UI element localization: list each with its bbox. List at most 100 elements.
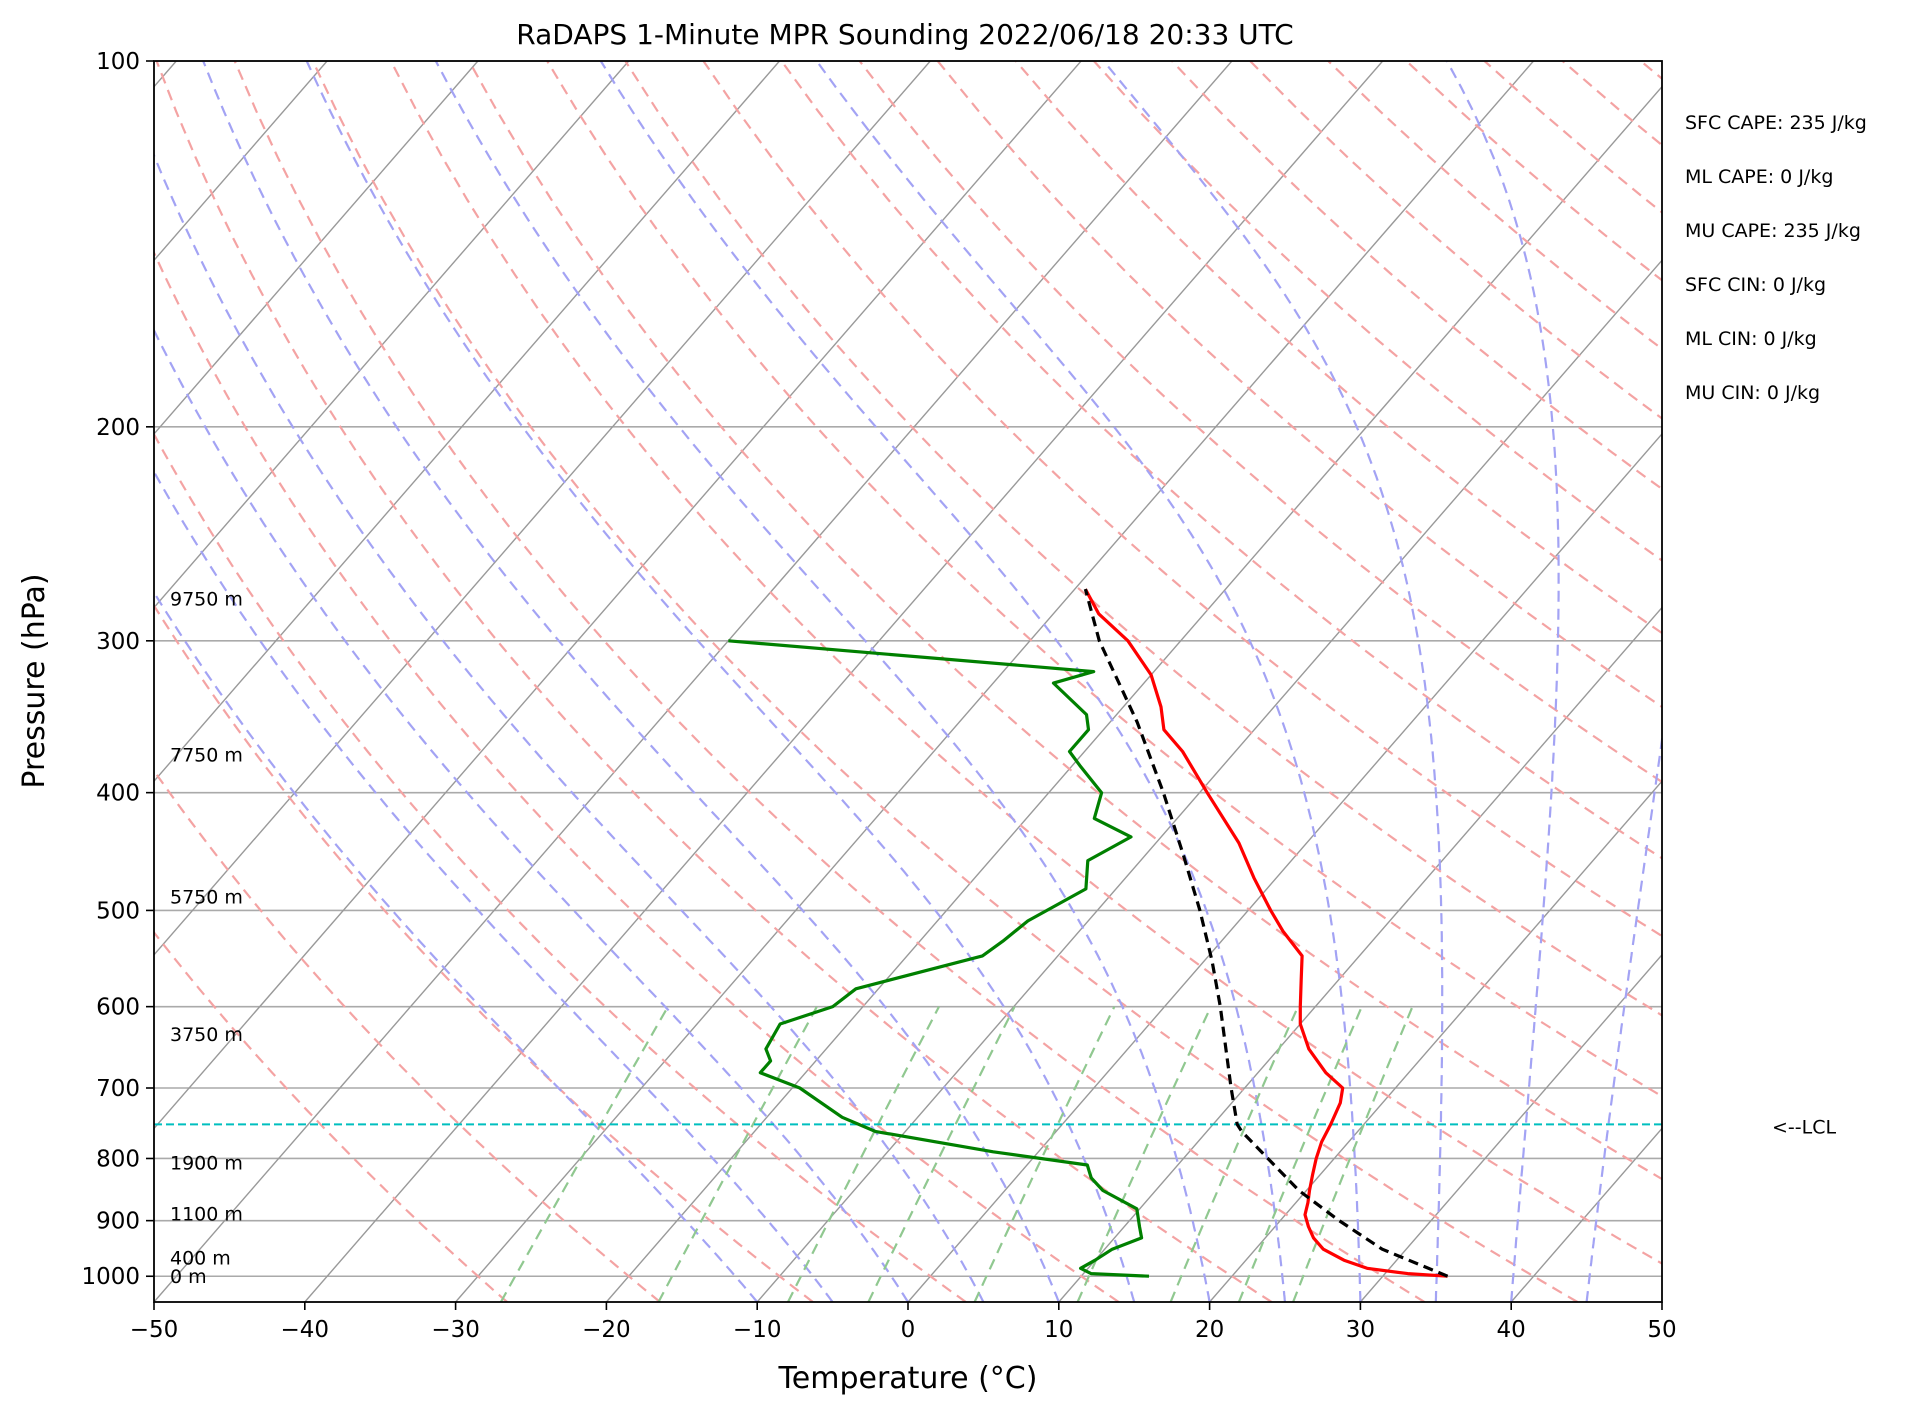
stats-panel: SFC CAPE: 235 J/kg ML CAPE: 0 J/kg MU CAPE… (1685, 112, 1867, 404)
chart-title: RaDAPS 1-Minute MPR Sounding 2022/06/18 … (516, 18, 1293, 51)
sounding-traces (728, 588, 1449, 1278)
x-tick-label: −10 (733, 1317, 782, 1343)
isotherm-line (154, 61, 931, 956)
mixing-ratio-line (1237, 1006, 1363, 1302)
isotherm-line (756, 259, 1662, 1302)
isotherm-line (455, 61, 1535, 1302)
mixing-ratio-line (787, 1006, 940, 1302)
x-tick-label: −30 (431, 1317, 480, 1343)
dry-adiabat-line (1875, 61, 1911, 1302)
dry-adiabat-line (780, 61, 1662, 860)
stat-line: SFC CAPE: 235 J/kg (1685, 112, 1867, 134)
x-tick-label: 30 (1346, 1317, 1375, 1343)
mixing-ratio-line (499, 1006, 669, 1302)
height-label: 5750 m (170, 887, 243, 909)
isotherm-line (1510, 1127, 1662, 1302)
dry-adiabat-line (154, 930, 508, 1302)
stat-line: SFC CIN: 0 J/kg (1685, 274, 1826, 296)
mixing-ratio-line (1292, 1006, 1414, 1302)
isotherm-line (154, 61, 781, 783)
x-tick-label: 0 (901, 1317, 916, 1343)
height-label: 7750 m (170, 744, 243, 766)
dry-adiabat-line (702, 61, 1662, 938)
isotherm-line (1058, 606, 1662, 1302)
moist-adiabat-line (154, 469, 834, 1302)
moist-adiabat-line (154, 152, 985, 1302)
y-tick-label: 400 (96, 781, 140, 807)
x-tick-label: 10 (1044, 1317, 1073, 1343)
temperature-trace (1083, 588, 1448, 1278)
mixing-ratio-line (657, 1006, 818, 1302)
x-axis-ticks: −50 −40 −30 −20 −10 0 10 20 30 40 50 (130, 1302, 1677, 1343)
dry-adiabat-line (468, 61, 1662, 1181)
x-tick-label: 20 (1195, 1317, 1224, 1343)
dry-adiabat-line (154, 768, 661, 1302)
dry-adiabat-line (311, 61, 1579, 1302)
background-grid (154, 61, 1911, 1302)
y-tick-label: 1000 (81, 1264, 140, 1290)
dry-adiabat-line (1561, 61, 1662, 147)
x-tick-label: −50 (130, 1317, 179, 1343)
mixing-ratio-line (1169, 1006, 1300, 1302)
isotherm-line (1209, 780, 1662, 1302)
mixing-ratio-line (1076, 1006, 1212, 1302)
stat-line: MU CAPE: 235 J/kg (1685, 220, 1861, 242)
moist-adiabat-line (1585, 732, 1662, 1302)
isotherm-line (1359, 953, 1662, 1302)
parcel-trace (1083, 588, 1449, 1278)
dry-adiabat-line (155, 61, 1273, 1302)
y-tick-label: 700 (96, 1076, 140, 1102)
y-tick-label: 500 (96, 898, 140, 924)
height-label: 9750 m (170, 589, 243, 611)
mixing-ratio-line (867, 1006, 1016, 1302)
height-label: 400 m (170, 1247, 231, 1269)
height-label: 1100 m (170, 1204, 243, 1226)
x-axis-title: Temperature (°C) (778, 1361, 1038, 1396)
y-tick-label: 900 (96, 1209, 140, 1235)
x-tick-label: −20 (582, 1317, 631, 1343)
moist-adiabat-line (154, 590, 759, 1302)
y-tick-label: 600 (96, 995, 140, 1021)
isotherm-line (304, 61, 1384, 1302)
stat-line: ML CIN: 0 J/kg (1685, 328, 1817, 350)
stat-line: MU CIN: 0 J/kg (1685, 382, 1820, 404)
moist-adiabat-line (202, 61, 1060, 1302)
dry-adiabat-line (1483, 61, 1662, 214)
isotherm-line (154, 61, 630, 609)
x-tick-label: 50 (1647, 1317, 1676, 1343)
dry-adiabat-line (154, 250, 1120, 1302)
y-axis-title: Pressure (hPa) (17, 573, 52, 788)
y-axis-ticks: 100 200 300 400 500 600 700 800 900 1000 (81, 49, 154, 1290)
isotherm-line (154, 61, 479, 435)
isotherm-line (154, 61, 1233, 1302)
dewpoint-trace (728, 639, 1150, 1278)
isotherm-line (154, 61, 1082, 1130)
height-label: 3750 m (170, 1024, 243, 1046)
y-tick-label: 300 (96, 629, 140, 655)
mixing-ratio-line (973, 1006, 1116, 1302)
dry-adiabat-line (233, 61, 1426, 1302)
isotherm-line (907, 432, 1662, 1302)
y-tick-label: 800 (96, 1146, 140, 1172)
stat-line: ML CAPE: 0 J/kg (1685, 166, 1833, 188)
y-tick-label: 200 (96, 415, 140, 441)
plot-frame (153, 60, 1663, 1303)
dry-adiabat-line (389, 61, 1662, 1265)
moist-adiabat-line (815, 61, 1362, 1302)
y-tick-label: 100 (96, 49, 140, 75)
dry-adiabat-line (936, 61, 1662, 709)
dry-adiabat-line (858, 61, 1662, 784)
lcl-label: <--LCL (1772, 1116, 1836, 1138)
moist-adiabat-line (434, 61, 1211, 1302)
dry-adiabat-line (546, 61, 1662, 1098)
height-labels: 9750 m 7750 m 5750 m 3750 m 1900 m 1100 m 400 … (170, 589, 243, 1289)
moist-adiabat-line (305, 61, 1136, 1302)
moist-adiabat-line (154, 327, 909, 1302)
height-label: 1900 m (170, 1152, 243, 1174)
moist-adiabat-line (1102, 61, 1444, 1302)
lcl-line-group: <--LCL (154, 1116, 1836, 1138)
isotherm-line (605, 85, 1662, 1302)
x-tick-label: −40 (281, 1317, 330, 1343)
x-tick-label: 40 (1497, 1317, 1526, 1343)
